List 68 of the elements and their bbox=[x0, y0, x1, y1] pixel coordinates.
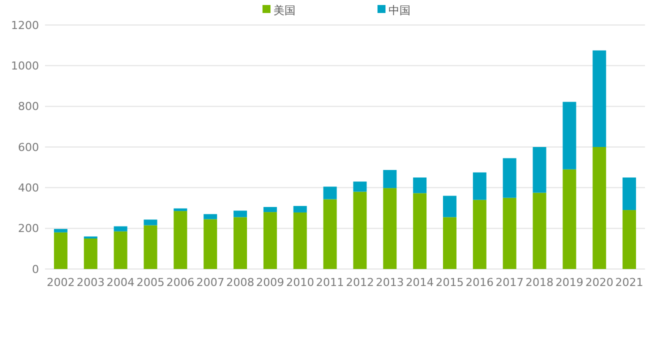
bar bbox=[502, 198, 516, 269]
bar bbox=[443, 196, 456, 218]
x-tick-label: 2009 bbox=[256, 276, 284, 289]
bar bbox=[234, 210, 247, 218]
x-tick-label: 2017 bbox=[496, 276, 524, 289]
y-tick-label: 800 bbox=[18, 100, 39, 114]
bar bbox=[443, 217, 456, 269]
bar bbox=[413, 193, 427, 269]
bar bbox=[204, 219, 218, 269]
x-tick-label: 2019 bbox=[555, 276, 584, 289]
x-tick-label: 2014 bbox=[406, 276, 434, 289]
bar bbox=[84, 238, 98, 269]
x-tick-label: 2015 bbox=[436, 276, 464, 289]
x-tick-label: 2020 bbox=[585, 276, 614, 289]
bar bbox=[413, 178, 427, 194]
bar bbox=[472, 172, 486, 200]
bar bbox=[532, 147, 546, 193]
bar bbox=[234, 217, 247, 269]
bar bbox=[204, 214, 218, 220]
bar bbox=[353, 192, 367, 269]
x-tick-label: 2002 bbox=[46, 276, 75, 289]
bar bbox=[263, 206, 277, 212]
bar bbox=[174, 211, 188, 269]
bar bbox=[323, 186, 337, 200]
x-tick-label: 2003 bbox=[76, 276, 105, 289]
bar bbox=[592, 50, 606, 147]
legend-label: 美国 bbox=[274, 4, 296, 17]
bar bbox=[622, 210, 636, 269]
bar bbox=[323, 199, 337, 269]
bar bbox=[263, 212, 277, 269]
bar bbox=[144, 225, 158, 269]
x-tick-label: 2021 bbox=[615, 276, 644, 289]
bar bbox=[54, 228, 68, 232]
bar bbox=[532, 192, 546, 269]
bar bbox=[293, 212, 307, 269]
bar bbox=[502, 158, 516, 198]
x-tick-label: 2018 bbox=[526, 276, 554, 289]
bar bbox=[622, 178, 636, 210]
bar bbox=[383, 188, 397, 269]
y-tick-label: 1200 bbox=[11, 18, 39, 32]
x-tick-label: 2008 bbox=[226, 276, 254, 289]
y-tick-label: 200 bbox=[18, 222, 39, 236]
bar bbox=[114, 231, 128, 269]
y-tick-label: 0 bbox=[32, 262, 39, 276]
x-tick-label: 2010 bbox=[286, 276, 314, 289]
bar bbox=[114, 226, 128, 232]
bar bbox=[472, 200, 486, 269]
x-tick-label: 2013 bbox=[376, 276, 404, 289]
bar bbox=[353, 182, 367, 192]
x-tick-label: 2016 bbox=[466, 276, 494, 289]
y-tick-label: 400 bbox=[18, 182, 39, 195]
y-tick-label: 600 bbox=[18, 140, 39, 154]
bar bbox=[174, 208, 188, 212]
legend-label: 中国 bbox=[388, 4, 410, 17]
bar bbox=[293, 206, 307, 212]
x-tick-label: 2005 bbox=[136, 276, 164, 289]
x-tick-label: 2011 bbox=[316, 276, 344, 289]
bar bbox=[592, 147, 606, 269]
x-tick-label: 2007 bbox=[196, 276, 224, 289]
x-tick-label: 2004 bbox=[106, 276, 135, 289]
bar bbox=[383, 170, 397, 188]
y-tick-label: 1000 bbox=[11, 60, 39, 73]
x-tick-label: 2012 bbox=[346, 276, 374, 289]
bar bbox=[144, 220, 158, 226]
bar bbox=[54, 232, 68, 269]
x-tick-label: 2006 bbox=[166, 276, 194, 289]
bar bbox=[562, 169, 576, 269]
bar bbox=[562, 102, 576, 170]
